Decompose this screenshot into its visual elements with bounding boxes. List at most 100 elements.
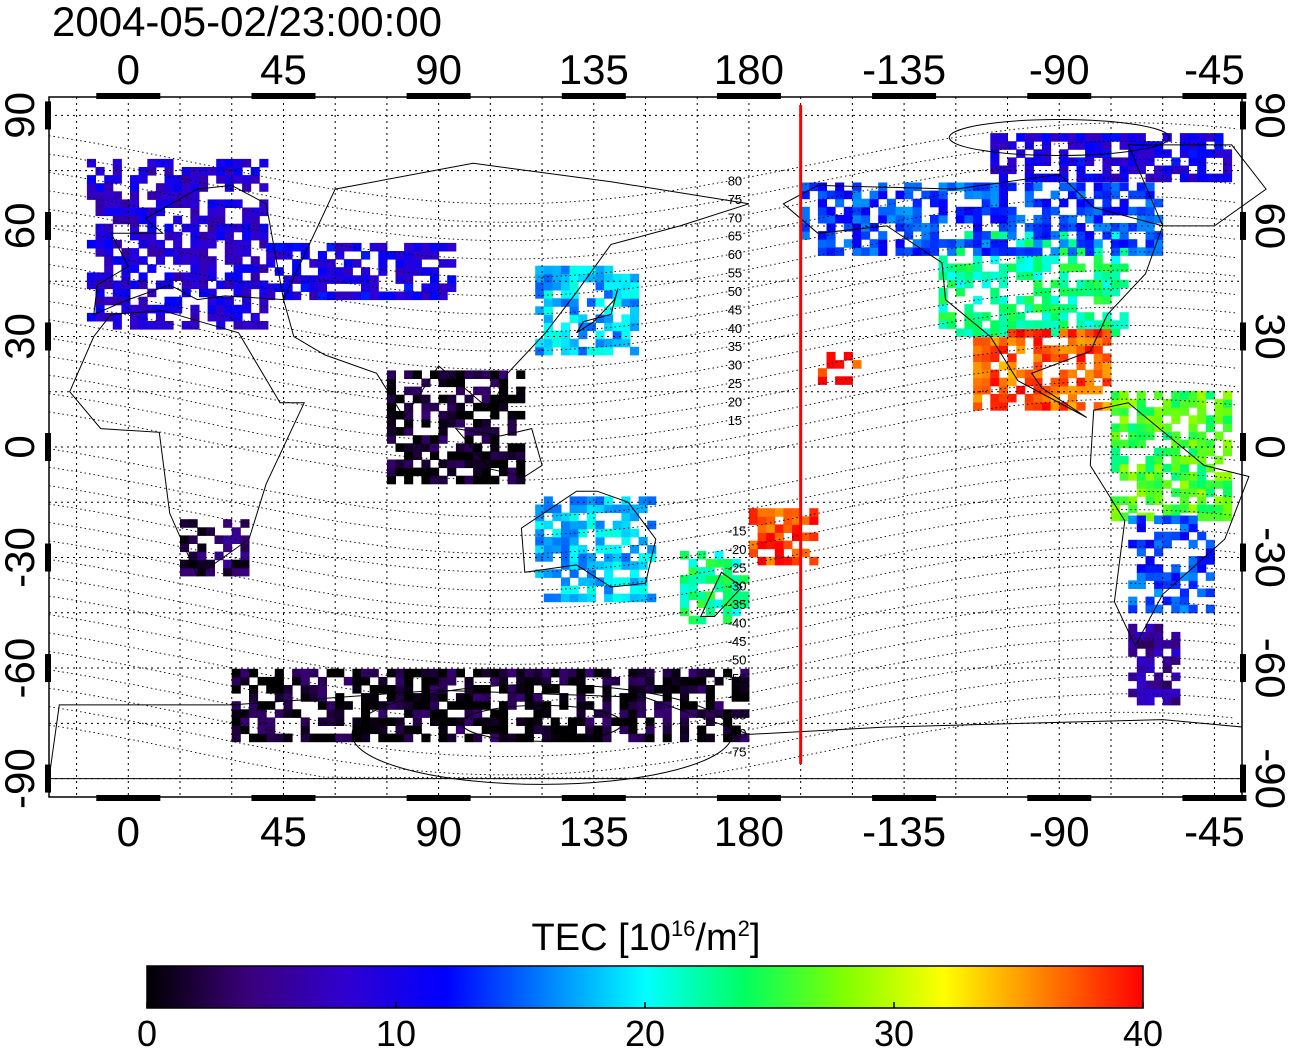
tec-pixel xyxy=(283,291,293,301)
bottom-longitude-label: -90 xyxy=(1029,808,1090,855)
tec-pixel xyxy=(1076,198,1086,208)
tec-pixel xyxy=(1016,312,1026,321)
tec-pixel xyxy=(395,259,405,268)
tec-pixel xyxy=(274,693,284,702)
tec-pixel xyxy=(404,668,414,678)
tec-pixel xyxy=(86,183,96,192)
tec-pixel xyxy=(1119,231,1129,240)
tec-pixel xyxy=(552,273,562,283)
tec-pixel xyxy=(1076,231,1086,240)
tec-pixel xyxy=(1162,165,1172,175)
tec-pixel xyxy=(395,427,405,436)
tec-pixel xyxy=(473,419,483,428)
tec-pixel xyxy=(1214,141,1224,150)
tec-pixel xyxy=(1111,407,1121,416)
tec-pixel xyxy=(904,247,914,256)
tec-pixel xyxy=(561,298,571,307)
tec-pixel xyxy=(361,701,371,710)
tec-pixel xyxy=(1136,523,1146,533)
tec-pixel xyxy=(869,247,879,256)
tec-pixel xyxy=(852,223,862,232)
tec-pixel xyxy=(930,198,940,208)
tec-pixel xyxy=(1076,385,1086,395)
tec-pixel xyxy=(242,239,252,249)
tec-pixel xyxy=(1197,588,1207,598)
tec-pixel xyxy=(130,231,140,241)
tec-pixel xyxy=(757,508,767,517)
tec-pixel xyxy=(612,504,622,514)
tec-pixel xyxy=(224,158,234,168)
tec-pixel xyxy=(173,272,183,281)
tec-pixel xyxy=(404,459,414,469)
tec-pixel xyxy=(421,459,431,469)
tec-pixel xyxy=(1136,515,1146,525)
tec-pixel xyxy=(1119,407,1129,416)
tec-pixel xyxy=(688,583,698,592)
tec-pixel xyxy=(490,370,500,379)
left-tick-bar xyxy=(45,654,51,683)
tec-pixel xyxy=(464,451,474,460)
tec-pixel xyxy=(1119,463,1129,473)
tec-pixel xyxy=(309,259,319,268)
tec-pixel xyxy=(1024,329,1034,338)
tec-pixel xyxy=(1136,696,1146,706)
tec-pixel xyxy=(1076,206,1086,216)
tec-pixel xyxy=(1067,369,1077,379)
colorbar-tick-label: 20 xyxy=(624,1013,666,1054)
tec-pixel xyxy=(473,443,483,452)
tec-pixel xyxy=(190,272,200,281)
tec-pixel xyxy=(998,385,1008,395)
tec-pixel xyxy=(998,402,1008,411)
tec-pixel xyxy=(1145,173,1155,183)
tec-pixel xyxy=(800,190,810,200)
magnetic-latitude-label: 40 xyxy=(728,321,742,336)
tec-pixel xyxy=(369,717,379,726)
tec-pixel xyxy=(543,593,553,603)
tec-pixel xyxy=(266,291,276,301)
tec-pixel xyxy=(535,504,545,514)
tec-pixel xyxy=(1179,523,1189,533)
tec-pixel xyxy=(1145,182,1155,192)
tec-pixel xyxy=(1024,182,1034,192)
tec-pixel xyxy=(938,312,948,321)
coastline xyxy=(576,288,619,334)
tec-pixel xyxy=(1059,320,1069,329)
tec-pixel xyxy=(543,520,553,530)
tec-pixel xyxy=(1136,439,1146,449)
tec-pixel xyxy=(378,267,388,276)
tec-pixel xyxy=(792,556,802,566)
tec-pixel xyxy=(1128,688,1138,698)
tec-pixel xyxy=(274,685,284,694)
tec-pixel xyxy=(630,314,640,323)
tec-pixel xyxy=(481,717,491,726)
tec-pixel xyxy=(552,265,562,275)
tec-pixel xyxy=(242,223,252,233)
tec-pixel xyxy=(1223,488,1233,497)
tec-pixel xyxy=(447,378,457,388)
tec-pixel xyxy=(266,733,276,743)
tec-pixel xyxy=(1197,564,1207,573)
tec-pixel xyxy=(1085,312,1095,321)
tec-pixel xyxy=(1197,173,1207,183)
tec-pixel xyxy=(998,304,1008,313)
tec-pixel xyxy=(369,283,379,292)
tec-pixel xyxy=(447,733,457,743)
tec-pixel xyxy=(697,733,707,743)
tec-pixel xyxy=(550,717,560,726)
tec-pixel xyxy=(552,338,562,348)
tec-pixel xyxy=(95,280,105,290)
tec-pixel xyxy=(998,223,1008,232)
tec-pixel xyxy=(404,410,414,420)
tec-pixel xyxy=(233,175,243,184)
tec-pixel xyxy=(697,668,707,678)
tec-pixel xyxy=(421,467,431,477)
tec-pixel xyxy=(1050,328,1060,337)
tec-pixel xyxy=(990,247,1000,256)
tec-pixel xyxy=(852,360,862,369)
tec-pixel xyxy=(1162,572,1172,581)
tec-pixel xyxy=(1119,423,1129,432)
coastline xyxy=(93,184,285,316)
tec-pixel xyxy=(421,378,431,388)
tec-pixel xyxy=(630,306,640,315)
tec-pixel xyxy=(621,496,631,505)
